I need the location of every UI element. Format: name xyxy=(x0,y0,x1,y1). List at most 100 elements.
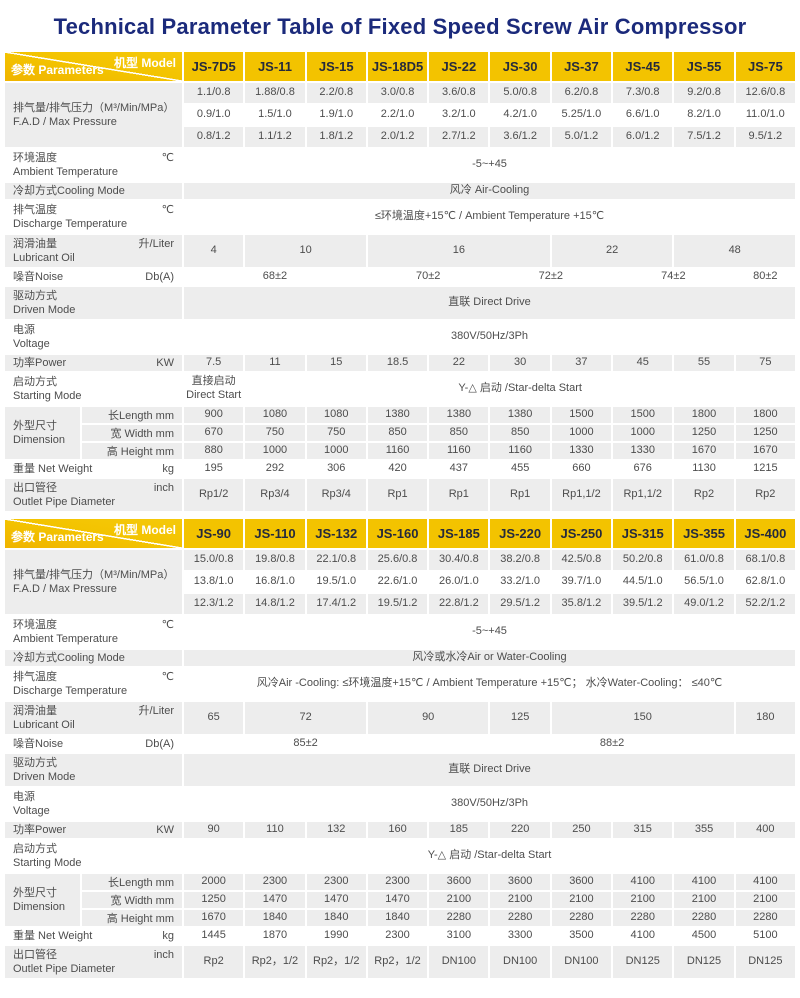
value-cell: 3600 xyxy=(551,874,612,890)
table-row: 排气温度 ℃ Discharge Temperature 风冷Air -Cooling… xyxy=(5,668,795,700)
value-cell: 1080 xyxy=(306,407,366,423)
value-cell: 19.5/1.0 xyxy=(306,572,366,592)
value-cell: 1215 xyxy=(735,461,795,477)
row-label-line: 外型尺寸 xyxy=(5,886,80,900)
value-cell: 2100 xyxy=(735,892,795,908)
value-cell: 150 xyxy=(551,702,734,734)
row-label-cooling: 冷却方式Cooling Mode xyxy=(5,650,182,666)
value-cell: -5~+45 xyxy=(184,149,795,181)
row-label-power: 功率Power KW xyxy=(5,355,182,371)
value-cell: 1670 xyxy=(184,910,244,926)
value-cell: 850 xyxy=(367,425,428,441)
value-cell: 195 xyxy=(184,461,244,477)
row-label-en: Outlet Pipe Diameter xyxy=(13,963,116,975)
value-cell: 400 xyxy=(735,822,795,838)
value-cell: 380V/50Hz/3Ph xyxy=(184,321,795,353)
value-cell: 125 xyxy=(490,702,550,734)
dimension-sublabel: 高 Height mm xyxy=(82,910,182,926)
value-cell: 38.2/0.8 xyxy=(490,550,550,570)
row-label-zh: 功率Power xyxy=(13,356,67,369)
row-label-voltage: 电源 Voltage xyxy=(5,788,182,820)
model-header-cell: JS-315 xyxy=(613,519,673,548)
value-cell: 420 xyxy=(367,461,428,477)
row-label-zh: 排气量/排气压力（M³/Min/MPa） xyxy=(13,568,175,581)
value-cell: 1.9/1.0 xyxy=(306,105,366,125)
value-cell: 2300 xyxy=(367,874,428,890)
row-unit: ℃ xyxy=(161,151,174,164)
row-label-line: 润滑油量 升/Liter xyxy=(5,704,182,718)
row-label-noise: 噪音Noise Db(A) xyxy=(5,269,182,285)
value-cell: 62.8/1.0 xyxy=(735,572,795,592)
row-label-line: 功率Power KW xyxy=(5,356,182,370)
value-cell: Rp3/4 xyxy=(245,479,305,511)
row-label-en: Discharge Temperature xyxy=(13,218,128,230)
value-cell: 6.6/1.0 xyxy=(613,105,673,125)
value-cell: 670 xyxy=(184,425,244,441)
value-cell: Y-△ 启动 /Star-delta Start xyxy=(184,840,795,872)
value-cell: 315 xyxy=(613,822,673,838)
row-label-en: Outlet Pipe Diameter xyxy=(13,496,116,508)
value-cell: 1470 xyxy=(306,892,366,908)
row-unit: inch xyxy=(153,481,174,494)
value-cell: DN100 xyxy=(429,946,489,978)
value-cell: 90 xyxy=(367,702,489,734)
value-cell: 1380 xyxy=(429,407,489,423)
dimension-sublabel: 长Length mm xyxy=(82,874,182,890)
table-row: 环境温度 ℃ Ambient Temperature -5~+45 xyxy=(5,616,795,648)
value-cell: 48 xyxy=(674,235,795,267)
table-row: 润滑油量 升/Liter Lubricant Oil 65 72 90 125 150 180 xyxy=(5,702,795,734)
row-label-zh: 重量 Net Weight xyxy=(13,929,93,942)
value-cell: 2280 xyxy=(429,910,489,926)
value-cell: DN125 xyxy=(674,946,734,978)
value-cell: 292 xyxy=(245,461,305,477)
value-cell: 1500 xyxy=(551,407,612,423)
dimension-sublabel: 宽 Width mm xyxy=(82,892,182,908)
value-cell: 1000 xyxy=(613,425,673,441)
value-cell: 2000 xyxy=(184,874,244,890)
row-label-zh: 排气温度 xyxy=(13,670,57,683)
value-cell: 850 xyxy=(429,425,489,441)
row-label-line: 排气温度 ℃ xyxy=(5,670,182,684)
value-cell: 12.3/1.2 xyxy=(184,594,244,614)
value-cell: 1000 xyxy=(306,443,366,459)
value-cell: 68.1/0.8 xyxy=(735,550,795,570)
value-cell: 55 xyxy=(674,355,734,371)
value-cell: 39.5/1.2 xyxy=(613,594,673,614)
table-row: 外型尺寸 Dimension 长Length mm 2000 2300 2300 2300 3… xyxy=(5,874,795,926)
table-row: 启动方式 Starting Mode 直接启动 Direct Start Y-△ 启动… xyxy=(5,373,795,405)
value-cell: 110 xyxy=(245,822,305,838)
value-cell: 25.6/0.8 xyxy=(367,550,428,570)
row-label-line: 出口管径 inch xyxy=(5,948,182,962)
row-label-fad: 排气量/排气压力（M³/Min/MPa） F.A.D / Max Pressure xyxy=(5,550,182,614)
value-cell: 8.2/1.0 xyxy=(674,105,734,125)
value-cell: 56.5/1.0 xyxy=(674,572,734,592)
value-cell: 1160 xyxy=(367,443,428,459)
row-label-lubricant: 润滑油量 升/Liter Lubricant Oil xyxy=(5,235,182,267)
value-cell: 3.6/1.2 xyxy=(490,127,550,147)
value-cell: 355 xyxy=(674,822,734,838)
row-unit: ℃ xyxy=(161,670,174,683)
row-label-zh: 噪音Noise xyxy=(13,737,64,750)
row-label-line: 重量 Net Weight kg xyxy=(5,462,182,476)
row-unit: 升/Liter xyxy=(138,704,174,717)
row-unit: Db(A) xyxy=(145,270,174,283)
value-cell: 1380 xyxy=(367,407,428,423)
row-label-lubricant: 润滑油量 升/Liter Lubricant Oil xyxy=(5,702,182,734)
value-cell: 676 xyxy=(613,461,673,477)
value-cell: Rp2 xyxy=(184,946,244,978)
model-header-cell: JS-355 xyxy=(674,519,734,548)
value-cell: 455 xyxy=(490,461,550,477)
table-row: 功率Power KW 7.5 11 15 18.5 22 30 37 45 55 75 xyxy=(5,355,795,371)
row-label-zh: 噪音Noise xyxy=(13,270,64,283)
value-cell: 0.8/1.2 xyxy=(184,127,244,147)
value-cell: 14.8/1.2 xyxy=(245,594,305,614)
row-label-zh: 驱动方式 xyxy=(13,756,57,769)
value-cell: 380V/50Hz/3Ph xyxy=(184,788,795,820)
value-cell: 250 xyxy=(551,822,612,838)
value-cell: 2100 xyxy=(429,892,489,908)
table-row: 重量 Net Weight kg 195 292 306 420 437 455 660 676 1… xyxy=(5,461,795,477)
value-cell: 74±2 xyxy=(613,269,734,285)
model-header-cell: JS-22 xyxy=(429,52,489,81)
value-cell: 3.6/0.8 xyxy=(429,83,489,103)
value-cell: 9.2/0.8 xyxy=(674,83,734,103)
